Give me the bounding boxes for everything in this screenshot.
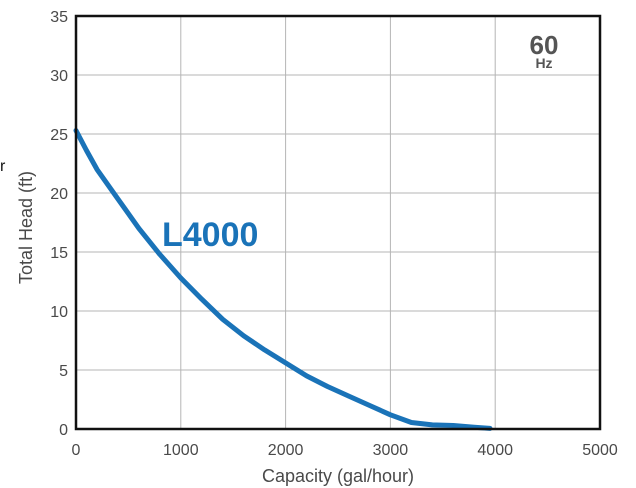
x-tick-label: 4000 bbox=[477, 442, 513, 459]
y-tick-label: 0 bbox=[59, 422, 68, 439]
y-tick-labels: 0 5 10 15 20 25 30 35 bbox=[50, 9, 68, 439]
y-tick-label: 10 bbox=[50, 304, 68, 321]
frequency-value: 60 bbox=[530, 30, 559, 60]
y-tick-label: 20 bbox=[50, 186, 68, 203]
x-axis-label: Capacity (gal/hour) bbox=[262, 466, 414, 486]
y-tick-label: 15 bbox=[50, 245, 68, 262]
x-tick-label: 1000 bbox=[163, 442, 199, 459]
series-group bbox=[73, 128, 493, 431]
stray-text: r bbox=[0, 158, 6, 175]
x-tick-label: 5000 bbox=[582, 442, 618, 459]
plot-frame bbox=[74, 14, 602, 431]
x-tick-label: 3000 bbox=[373, 442, 409, 459]
y-tick-label: 35 bbox=[50, 9, 68, 26]
series-label-l4000: L4000 bbox=[162, 216, 258, 254]
grid-lines bbox=[76, 16, 600, 429]
series-line-l4000 bbox=[73, 128, 493, 431]
y-tick-label: 5 bbox=[59, 363, 68, 380]
y-tick-label: 30 bbox=[50, 68, 68, 85]
x-tick-label: 2000 bbox=[268, 442, 304, 459]
y-axis-label: Total Head (ft) bbox=[16, 171, 36, 284]
y-tick-label: 25 bbox=[50, 127, 68, 144]
frequency-unit: Hz bbox=[535, 55, 552, 71]
x-tick-label: 0 bbox=[72, 442, 81, 459]
x-tick-labels: 0 1000 2000 3000 4000 5000 bbox=[72, 442, 618, 459]
